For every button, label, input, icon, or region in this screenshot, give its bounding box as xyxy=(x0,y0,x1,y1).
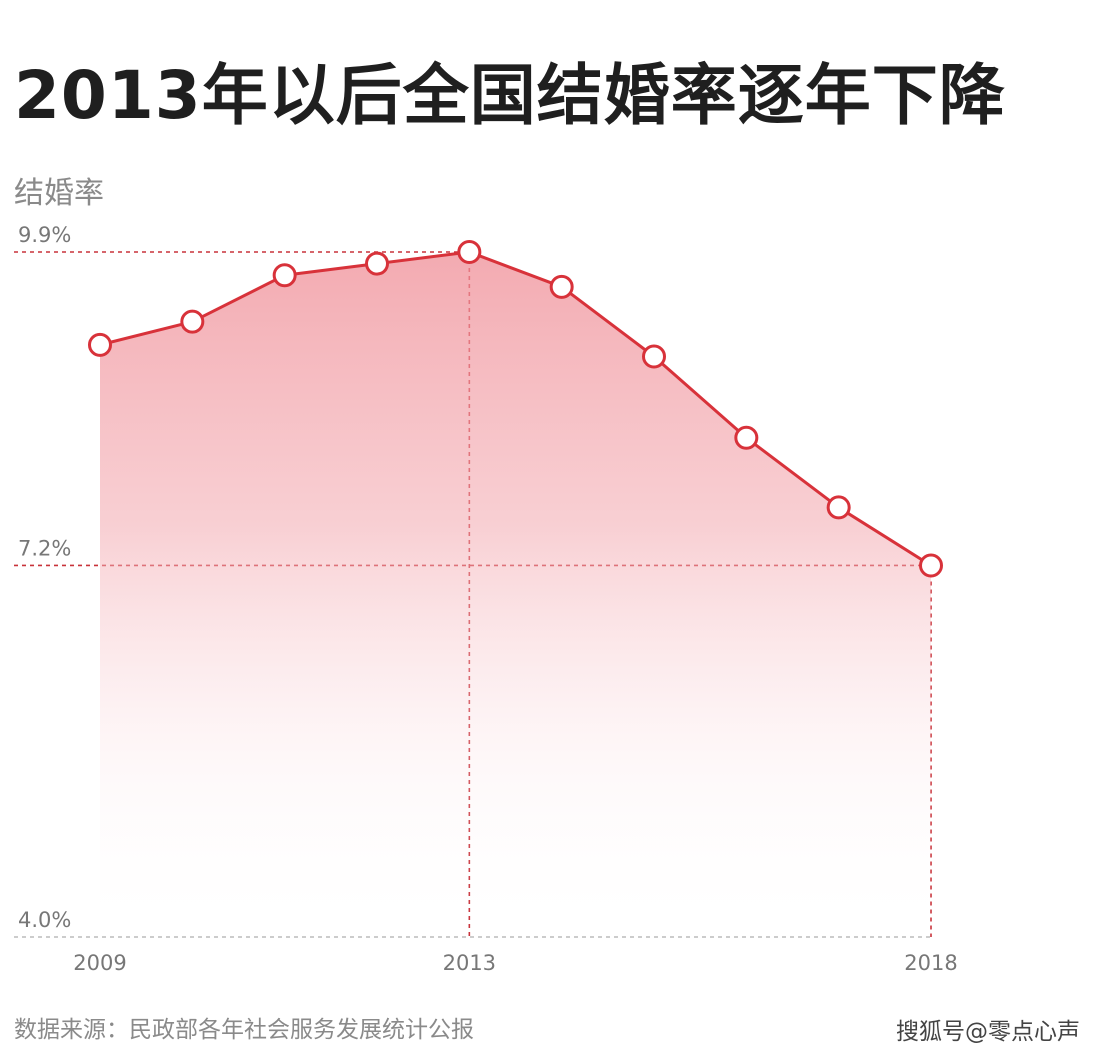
data-point xyxy=(642,344,666,369)
y-tick-label: 9.9% xyxy=(18,223,71,247)
data-point xyxy=(457,240,482,264)
data-points xyxy=(88,240,943,578)
data-point xyxy=(88,332,112,357)
data-point xyxy=(365,251,389,276)
series-line xyxy=(99,250,932,567)
data-point xyxy=(826,495,851,520)
line-chart: 9.9% 7.2% 4.0%2009 2013 2018 xyxy=(14,223,958,975)
x-tick-label: 2018 xyxy=(904,951,957,975)
data-point xyxy=(272,263,297,288)
data-point xyxy=(734,425,759,450)
data-point xyxy=(919,553,943,578)
watermark: 搜狐号@零点心声 xyxy=(896,1019,1080,1045)
area-fill xyxy=(100,252,931,937)
area-fill-shape xyxy=(100,252,931,937)
data-source-note: 数据来源：民政部各年社会服务发展统计公报 xyxy=(14,1017,474,1043)
data-point xyxy=(549,274,574,299)
x-tick-label: 2013 xyxy=(443,951,496,975)
chart-title: 2013年以后全国结婚率逐年下降 xyxy=(14,57,1006,134)
series-line-path xyxy=(99,250,932,567)
y-axis-label: 结婚率 xyxy=(14,176,104,211)
x-tick-label: 2009 xyxy=(73,951,126,975)
y-tick-label: 4.0% xyxy=(18,908,71,932)
tick-labels: 9.9% 7.2% 4.0%2009 2013 2018 xyxy=(18,223,958,975)
y-tick-label: 7.2% xyxy=(18,536,71,560)
data-point xyxy=(180,309,205,334)
